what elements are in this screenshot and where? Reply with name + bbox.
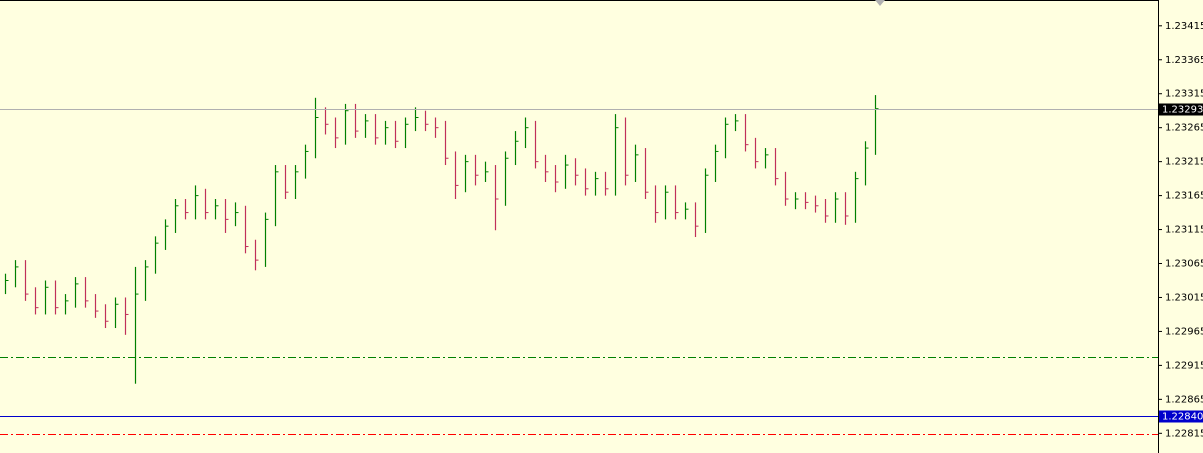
level-label: 1.22840 — [1162, 412, 1203, 423]
y-tick-label: 1.23165 — [1165, 191, 1203, 202]
current-price-label: 1.23293 — [1162, 105, 1203, 116]
y-tick-label: 1.23065 — [1165, 259, 1203, 270]
y-tick-label: 1.22965 — [1165, 326, 1203, 337]
level-label-box — [1159, 410, 1203, 423]
y-tick-label: 1.22915 — [1165, 360, 1203, 371]
shift-marker — [875, 0, 885, 6]
y-tick-label: 1.23365 — [1165, 55, 1203, 66]
y-tick-label: 1.22815 — [1165, 428, 1203, 439]
y-tick-label: 1.23215 — [1165, 157, 1203, 168]
y-tick-label: 1.23015 — [1165, 292, 1203, 303]
y-tick-label: 1.22865 — [1165, 394, 1203, 405]
y-tick-label: 1.23315 — [1165, 89, 1203, 100]
y-tick-label: 1.23115 — [1165, 225, 1203, 236]
y-tick-label: 1.23265 — [1165, 123, 1203, 134]
current-price-box — [1159, 103, 1203, 116]
y-tick-label: 1.23415 — [1165, 21, 1203, 32]
